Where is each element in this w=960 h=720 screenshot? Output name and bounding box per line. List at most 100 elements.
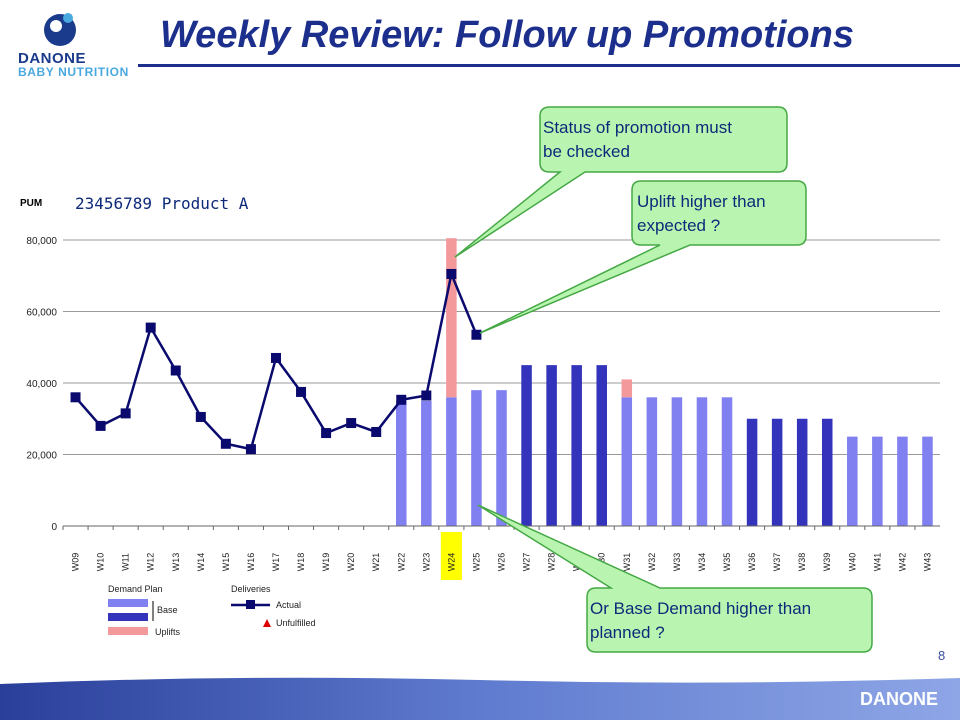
x-tick-label: W26 bbox=[497, 553, 507, 572]
callout-base-demand bbox=[477, 504, 873, 653]
footer-bar: DANONE bbox=[0, 677, 960, 720]
danone-logo: DANONE BABY NUTRITION bbox=[8, 8, 138, 79]
callout-base-demand-line1: Or Base Demand higher than bbox=[590, 599, 812, 618]
callout-uplift-text: Uplift higher than expected ? bbox=[637, 190, 766, 238]
highlight-w24 bbox=[440, 532, 462, 580]
x-tick-label: W13 bbox=[171, 553, 181, 572]
callout-status-line1: Status of promotion must bbox=[543, 118, 732, 137]
callout-status-text: Status of promotion must be checked bbox=[543, 116, 732, 164]
actual-point-W18 bbox=[296, 386, 307, 397]
x-tick-label: W33 bbox=[672, 553, 682, 572]
x-tick-label: W12 bbox=[146, 553, 156, 572]
chart-bars bbox=[396, 238, 933, 526]
actual-point-W19 bbox=[321, 428, 332, 439]
logo-subtitle-text: BABY NUTRITION bbox=[18, 65, 129, 79]
legend-actual-label: Actual bbox=[276, 600, 301, 610]
bar-base-W33 bbox=[671, 397, 683, 526]
bar-uplift-W31 bbox=[621, 379, 633, 398]
actual-point-W16 bbox=[245, 444, 256, 455]
promotion-chart: 0 20,000 40,000 60,000 80,000 W09 W10 W11 W12 W13… bbox=[20, 106, 940, 653]
x-tick-label: W23 bbox=[421, 553, 431, 572]
bar-base-W34 bbox=[696, 397, 708, 526]
legend-demand-plan-title: Demand Plan bbox=[108, 584, 163, 594]
bar-base-W36 bbox=[746, 418, 758, 526]
legend-base-light-swatch bbox=[108, 599, 148, 607]
x-tick-label: W25 bbox=[471, 553, 481, 572]
actual-line bbox=[70, 268, 482, 455]
x-tick-label: W39 bbox=[822, 553, 832, 572]
bar-base-W38 bbox=[796, 418, 808, 526]
y-tick-label: 40,000 bbox=[26, 379, 57, 390]
bar-base-W41 bbox=[872, 436, 883, 526]
legend-unfulfilled-marker bbox=[263, 619, 271, 627]
callout-uplift-line2: expected ? bbox=[637, 216, 721, 235]
actual-point-W22 bbox=[396, 394, 407, 405]
callout-base-demand-text: Or Base Demand higher than planned ? bbox=[590, 597, 811, 645]
bar-base-W23 bbox=[421, 400, 432, 526]
page-title: Weekly Review: Follow up Promotions bbox=[160, 14, 854, 56]
x-tick-label: W36 bbox=[747, 553, 757, 572]
bar-base-W42 bbox=[897, 436, 908, 526]
x-tick-label: W35 bbox=[722, 553, 732, 572]
legend-unfulfilled-label: Unfulfilled bbox=[276, 618, 316, 628]
legend-actual-marker bbox=[246, 600, 255, 609]
bar-base-W32 bbox=[646, 397, 658, 526]
x-tick-label: W40 bbox=[847, 553, 857, 572]
y-axis-label: PUM bbox=[20, 198, 42, 209]
callout-uplift bbox=[479, 180, 807, 334]
actual-point-W21 bbox=[371, 426, 382, 437]
y-tick-label: 60,000 bbox=[26, 308, 57, 319]
actual-point-W13 bbox=[170, 365, 181, 376]
callout-status bbox=[454, 106, 788, 258]
x-tick-label: W22 bbox=[396, 553, 406, 572]
bar-base-W43 bbox=[922, 436, 933, 526]
bar-base-W39 bbox=[821, 418, 833, 526]
actual-point-W10 bbox=[95, 420, 106, 431]
actual-point-W12 bbox=[145, 322, 156, 333]
legend-uplift-swatch bbox=[108, 627, 148, 635]
title-underline bbox=[138, 64, 960, 67]
callout-base-demand-shape bbox=[477, 504, 873, 653]
x-tick-label: W43 bbox=[922, 553, 932, 572]
x-tick-label: W42 bbox=[897, 553, 907, 572]
bar-base-W25 bbox=[471, 390, 482, 526]
legend-base-label: Base bbox=[157, 605, 178, 615]
x-tick-label: W24 bbox=[446, 553, 456, 572]
callout-base-demand-line2: planned ? bbox=[590, 623, 665, 642]
footer-brand-text: DANONE bbox=[860, 689, 938, 709]
logo-brand-text: DANONE bbox=[18, 50, 87, 67]
bar-uplift-W24 bbox=[446, 238, 457, 398]
x-tick-label: W16 bbox=[246, 553, 256, 572]
actual-point-W11 bbox=[120, 408, 131, 419]
x-tick-label: W28 bbox=[547, 553, 557, 572]
x-tick-label: W15 bbox=[221, 553, 231, 572]
x-tick-label: W11 bbox=[121, 553, 131, 571]
x-tick-label: W41 bbox=[872, 553, 882, 572]
actual-point-W09 bbox=[70, 392, 81, 403]
danone-child-icon bbox=[44, 13, 76, 46]
bar-base-W29 bbox=[571, 365, 582, 526]
chart-title: 23456789 Product A bbox=[75, 194, 249, 213]
x-tick-label: W14 bbox=[196, 553, 206, 572]
actual-point-W25 bbox=[471, 329, 482, 340]
bar-base-W27 bbox=[521, 365, 532, 526]
x-tick-label: W31 bbox=[622, 553, 632, 572]
bar-base-W24 bbox=[446, 397, 457, 526]
x-tick-label: W19 bbox=[321, 553, 331, 572]
bar-base-W30 bbox=[596, 365, 607, 526]
actual-point-W20 bbox=[346, 418, 357, 429]
bar-base-W31 bbox=[621, 397, 633, 526]
x-tick-label: W27 bbox=[522, 553, 532, 572]
bar-base-W37 bbox=[771, 418, 783, 526]
bar-base-W26 bbox=[496, 390, 507, 526]
x-tick-label: W21 bbox=[371, 553, 381, 572]
bar-base-W28 bbox=[546, 365, 557, 526]
callout-uplift-line1: Uplift higher than bbox=[637, 192, 766, 211]
y-tick-label: 80,000 bbox=[26, 236, 57, 247]
x-tick-label: W32 bbox=[647, 553, 657, 572]
x-tick-label: W18 bbox=[296, 553, 306, 572]
bar-base-W35 bbox=[721, 397, 733, 526]
x-tick-label: W17 bbox=[271, 553, 281, 572]
x-tick-label: W37 bbox=[772, 553, 782, 572]
x-tick-label: W10 bbox=[96, 553, 106, 572]
